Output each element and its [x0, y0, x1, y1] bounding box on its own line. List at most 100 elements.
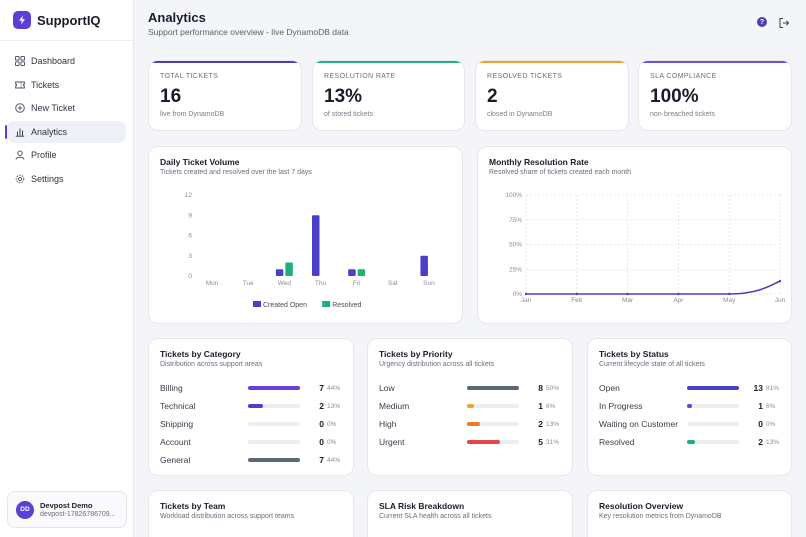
distribution-row: Waiting on Customer 0 0%: [599, 418, 780, 430]
data-point[interactable]: [575, 292, 578, 296]
card-title: Daily Ticket Volume: [160, 157, 240, 167]
lightning-icon: [13, 11, 31, 29]
stat-note: of stored tickets: [324, 111, 374, 118]
row-label: Urgent: [379, 437, 405, 447]
row-count: 1: [538, 401, 543, 411]
sidebar-item-label: Profile: [31, 150, 57, 160]
card-subtitle: Distribution across support areas: [160, 361, 263, 368]
brand[interactable]: SupportIQ: [0, 0, 133, 41]
user-name: Devpost Demo: [40, 501, 93, 510]
row-label: Low: [379, 383, 395, 393]
bar-resolved[interactable]: [285, 262, 293, 277]
stat-accent: [639, 61, 791, 63]
x-tick-label: Mon: [206, 280, 219, 287]
data-point[interactable]: [677, 292, 680, 296]
stat-note: non-breached tickets: [650, 111, 715, 118]
distribution-row: Technical 2 13%: [160, 400, 342, 412]
progress-fill: [467, 422, 480, 426]
card-subtitle: Current SLA health across all tickets: [379, 513, 492, 520]
bar-created-open[interactable]: [420, 255, 428, 276]
sidebar: SupportIQ Dashboard Tickets New Ticket A…: [0, 0, 134, 537]
row-percent: 50%: [546, 384, 560, 392]
distribution-row: Open 13 81%: [599, 382, 780, 394]
distribution-row: General 7 44%: [160, 454, 342, 466]
y-tick-label: 0%: [513, 291, 523, 298]
sidebar-item-label: Analytics: [31, 126, 68, 137]
card-title: Tickets by Priority: [379, 349, 453, 359]
row-count: 0: [319, 419, 324, 429]
logout-icon[interactable]: [778, 16, 790, 28]
y-tick-label: 100%: [505, 192, 522, 199]
x-tick-label: Jun: [775, 297, 786, 304]
distribution-row: In Progress 1 6%: [599, 400, 780, 412]
stat-card-total-tickets: TOTAL TICKETS 16 live from DynamoDB: [148, 60, 302, 131]
row-percent: 31%: [546, 438, 560, 446]
sidebar-item-settings[interactable]: Settings: [7, 168, 126, 190]
row-count: 1: [758, 401, 763, 411]
legend-swatch: [253, 301, 261, 307]
bar-created-open[interactable]: [275, 269, 284, 276]
row-percent: 6%: [546, 402, 556, 410]
bar-created-open[interactable]: [312, 215, 320, 276]
row-label: Waiting on Customer: [599, 419, 679, 429]
y-tick-label: 6: [188, 233, 192, 240]
sidebar-item-label: New Ticket: [31, 103, 76, 113]
row-percent: 13%: [327, 402, 341, 410]
page-title: Analytics: [148, 10, 206, 25]
row-count: 2: [538, 419, 543, 429]
stat-accent: [313, 61, 464, 63]
legend-label: Created Open: [263, 302, 307, 309]
sidebar-item-analytics[interactable]: Analytics: [5, 120, 126, 143]
progress-track: [248, 404, 300, 408]
row-label: Account: [160, 437, 191, 447]
sidebar-item-tickets[interactable]: Tickets: [7, 74, 126, 96]
sidebar-item-new-ticket[interactable]: New Ticket: [7, 97, 126, 119]
progress-fill: [687, 440, 695, 444]
row-count: 2: [319, 401, 324, 411]
progress-track: [687, 386, 739, 390]
x-tick-label: Mar: [622, 297, 634, 304]
help-icon[interactable]: ?: [757, 17, 767, 27]
progress-track: [248, 386, 300, 390]
data-point[interactable]: [728, 292, 731, 296]
stat-value: 2: [487, 86, 498, 107]
y-tick-label: 50%: [509, 242, 522, 249]
data-point[interactable]: [626, 292, 629, 296]
data-point[interactable]: [524, 292, 528, 296]
stat-label: RESOLVED TICKETS: [487, 73, 563, 80]
bar-resolved[interactable]: [357, 269, 366, 276]
x-tick-label: Fri: [353, 280, 361, 287]
distribution-row: Medium 1 6%: [379, 400, 561, 412]
stat-note: live from DynamoDB: [160, 111, 225, 118]
data-point[interactable]: [778, 279, 782, 283]
progress-fill: [687, 386, 739, 390]
status-card: Tickets by Status Current lifecycle stat…: [587, 338, 792, 476]
stat-accent: [149, 61, 301, 63]
stat-card-sla-compliance: SLA COMPLIANCE 100% non-breached tickets: [638, 60, 792, 131]
x-tick-label: May: [723, 297, 736, 304]
progress-fill: [248, 404, 264, 408]
row-percent: 13%: [766, 438, 780, 446]
monthly-resolution-card: Monthly Resolution Rate Resolved share o…: [477, 146, 792, 324]
y-tick-label: 0: [188, 273, 192, 280]
gear-icon: [14, 173, 25, 184]
sidebar-item-dashboard[interactable]: Dashboard: [7, 50, 126, 72]
y-tick-label: 75%: [509, 217, 522, 224]
card-title: Monthly Resolution Rate: [489, 157, 589, 167]
user-card[interactable]: DD Devpost Demo devpost-17826786709...: [7, 491, 127, 528]
row-label: In Progress: [599, 401, 643, 411]
row-count: 5: [538, 437, 543, 447]
progress-track: [467, 422, 519, 426]
row-count: 0: [319, 437, 324, 447]
stat-value: 100%: [650, 86, 699, 107]
card-title: Tickets by Category: [160, 349, 241, 359]
bar-created-open[interactable]: [348, 269, 356, 276]
stat-value: 13%: [324, 86, 363, 107]
priority-card: Tickets by Priority Urgency distribution…: [367, 338, 573, 476]
sidebar-item-profile[interactable]: Profile: [7, 144, 126, 166]
x-tick-label: Apr: [673, 297, 684, 304]
page-subtitle: Support performance overview - live Dyna…: [148, 27, 349, 37]
series-line: [526, 280, 781, 295]
y-tick-label: 25%: [509, 266, 522, 273]
stat-card-resolved-tickets: RESOLVED TICKETS 2 closed in DynamoDB: [475, 60, 629, 131]
